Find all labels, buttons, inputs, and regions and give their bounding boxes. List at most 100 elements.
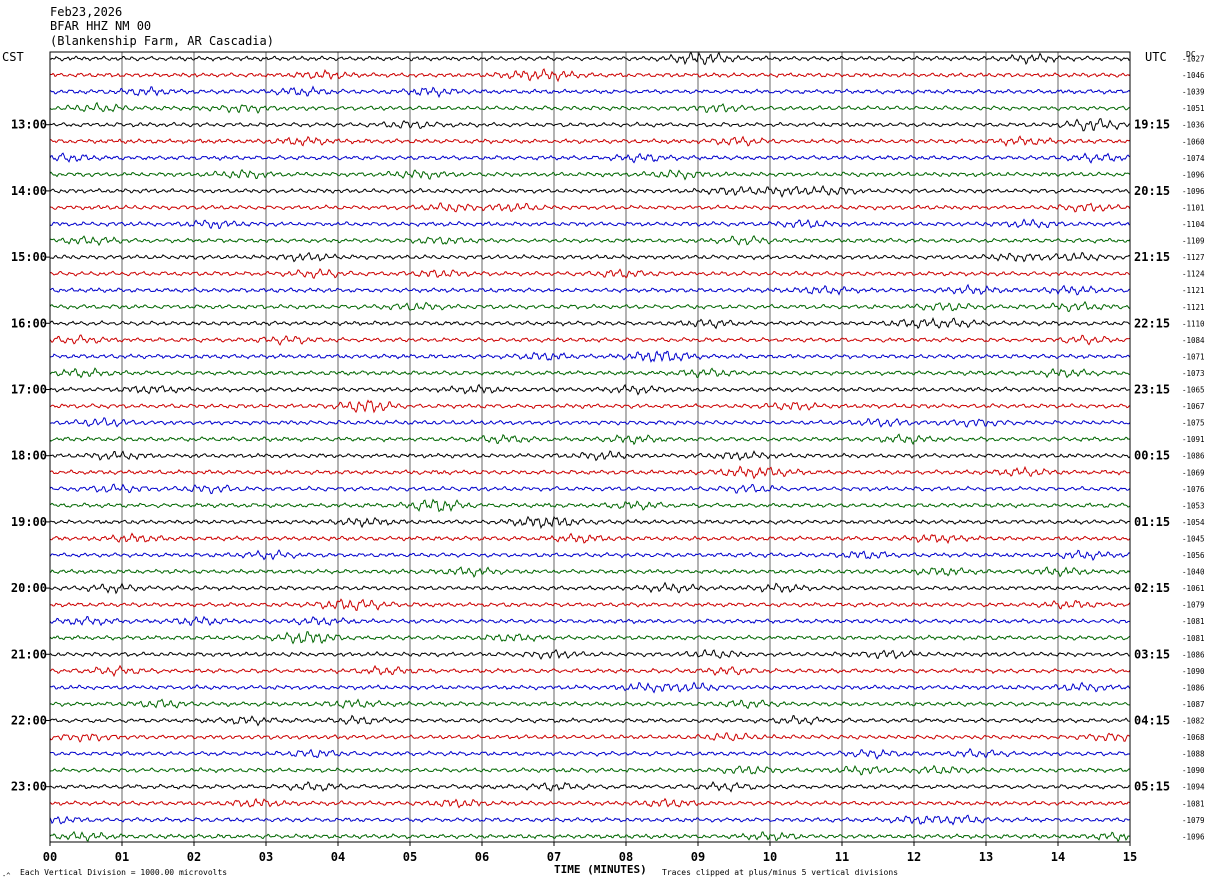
- trace-27: [49, 483, 1131, 495]
- x-tick-label: 15: [1123, 850, 1137, 864]
- dc-offset-label: -1061: [1182, 584, 1205, 593]
- chart-date: Feb23,2026: [50, 5, 122, 19]
- dc-offset-label: -1096: [1182, 832, 1205, 841]
- trace-34: [49, 598, 1131, 611]
- left-timezone-label: CST: [2, 50, 24, 64]
- trace-46: [49, 797, 1131, 809]
- dc-offset-label: -1039: [1182, 88, 1205, 97]
- trace-42: [49, 732, 1131, 743]
- trace-18: [49, 334, 1131, 346]
- dc-offset-label: -1084: [1182, 336, 1205, 345]
- trace-26: [49, 465, 1131, 480]
- dc-offset-label: -1040: [1182, 568, 1205, 577]
- trace-33: [49, 581, 1131, 595]
- trace-22: [49, 399, 1131, 414]
- trace-32: [49, 566, 1131, 578]
- dc-offset-label: -1051: [1182, 104, 1205, 113]
- trace-28: [49, 498, 1131, 513]
- x-tick-label: 12: [907, 850, 921, 864]
- dc-offset-label: -1081: [1182, 799, 1205, 808]
- clip-note: Traces clipped at plus/minus 5 vertical …: [662, 868, 898, 877]
- right-hour-label: 22:15: [1134, 316, 1170, 330]
- trace-4: [49, 101, 1131, 114]
- trace-11: [49, 218, 1131, 230]
- left-hour-label: 14:00: [11, 184, 47, 198]
- trace-1: [49, 51, 1131, 66]
- x-tick-label: 13: [979, 850, 993, 864]
- right-hour-label: 20:15: [1134, 184, 1170, 198]
- dc-offset-label: -1046: [1182, 71, 1205, 80]
- dc-offset-label: -1067: [1182, 402, 1205, 411]
- dc-offset-label: -1075: [1182, 419, 1205, 428]
- dc-offset-label: -1094: [1182, 783, 1205, 792]
- dc-offset-label: -1068: [1182, 733, 1205, 742]
- trace-20: [49, 367, 1131, 379]
- dc-offset-label: -1079: [1182, 601, 1205, 610]
- x-tick-label: 08: [619, 850, 633, 864]
- left-hour-labels: 13:00 14:00 15:00 16:00 17:00 18:00 19:00 20:00…: [11, 118, 50, 794]
- trace-43: [49, 747, 1131, 760]
- dc-offset-label: -1127: [1182, 253, 1205, 262]
- left-hour-label: 18:00: [11, 449, 47, 463]
- dc-offset-label: -1045: [1182, 534, 1205, 543]
- left-hour-label: 16:00: [11, 316, 47, 330]
- x-tick-label: 01: [115, 850, 129, 864]
- right-hour-label: 00:15: [1134, 449, 1170, 463]
- trace-21: [49, 383, 1131, 396]
- dc-offset-label: -1096: [1182, 170, 1205, 179]
- trace-6: [49, 135, 1131, 148]
- dc-offset-label: -1036: [1182, 121, 1205, 130]
- x-tick-label: 05: [403, 850, 417, 864]
- right-hour-label: 21:15: [1134, 250, 1170, 264]
- dc-offset-label: -1081: [1182, 617, 1205, 626]
- trace-25: [49, 450, 1131, 462]
- dc-offset-label: -1086: [1182, 452, 1205, 461]
- right-hour-label: 02:15: [1134, 581, 1170, 595]
- x-tick-label: 11: [835, 850, 849, 864]
- trace-16: [49, 300, 1131, 313]
- dc-offset-label: -1087: [1182, 700, 1205, 709]
- trace-48: [49, 830, 1131, 843]
- left-hour-label: 13:00: [11, 118, 47, 132]
- dc-offset-label: -1090: [1182, 667, 1205, 676]
- left-hour-label: 20:00: [11, 581, 47, 595]
- left-hour-label: 19:00: [11, 515, 47, 529]
- right-timezone-label: UTC: [1145, 50, 1167, 64]
- x-tick-label: 14: [1051, 850, 1065, 864]
- dc-offset-label: -1069: [1182, 468, 1205, 477]
- dc-offset-label: -1086: [1182, 650, 1205, 659]
- dc-offset-label: -1104: [1182, 220, 1205, 229]
- station-code: BFAR HHZ NM 00: [50, 19, 151, 33]
- trace-23: [49, 417, 1131, 428]
- dc-offset-label: -1090: [1182, 766, 1205, 775]
- left-hour-label: 21:00: [11, 647, 47, 661]
- trace-14: [49, 267, 1131, 279]
- trace-3: [49, 85, 1131, 99]
- trace-2: [49, 68, 1131, 83]
- dc-offset-label: -1065: [1182, 386, 1205, 395]
- trace-47: [49, 814, 1131, 826]
- dc-offset-label: -1073: [1182, 369, 1205, 378]
- corner-mark: -^: [2, 872, 10, 880]
- trace-37: [49, 648, 1131, 660]
- trace-30: [49, 532, 1131, 545]
- x-axis-title: TIME (MINUTES): [554, 863, 647, 876]
- dc-offset-label: -1109: [1182, 237, 1205, 246]
- trace-9: [49, 185, 1131, 198]
- right-hour-labels: 19:15 20:15 21:15 22:15 23:15 00:15 01:15 02:15…: [1134, 118, 1170, 794]
- trace-19: [49, 350, 1131, 363]
- minute-grid: [121, 52, 1059, 842]
- trace-13: [49, 251, 1131, 263]
- dc-offset-label: -1091: [1182, 435, 1205, 444]
- x-axis-ticks: 00 01 02 03 04 05 06 07 08 09 10 11 12 13 14 15: [43, 842, 1137, 864]
- left-hour-label: 15:00: [11, 250, 47, 264]
- right-hour-label: 04:15: [1134, 714, 1170, 728]
- seismic-traces: [49, 51, 1131, 843]
- trace-41: [49, 714, 1131, 727]
- trace-44: [49, 764, 1131, 776]
- dc-offset-label: -1110: [1182, 319, 1205, 328]
- dc-offset-label: -1054: [1182, 518, 1205, 527]
- dc-offset-label: -1096: [1182, 187, 1205, 196]
- dc-offset-label: -1081: [1182, 634, 1205, 643]
